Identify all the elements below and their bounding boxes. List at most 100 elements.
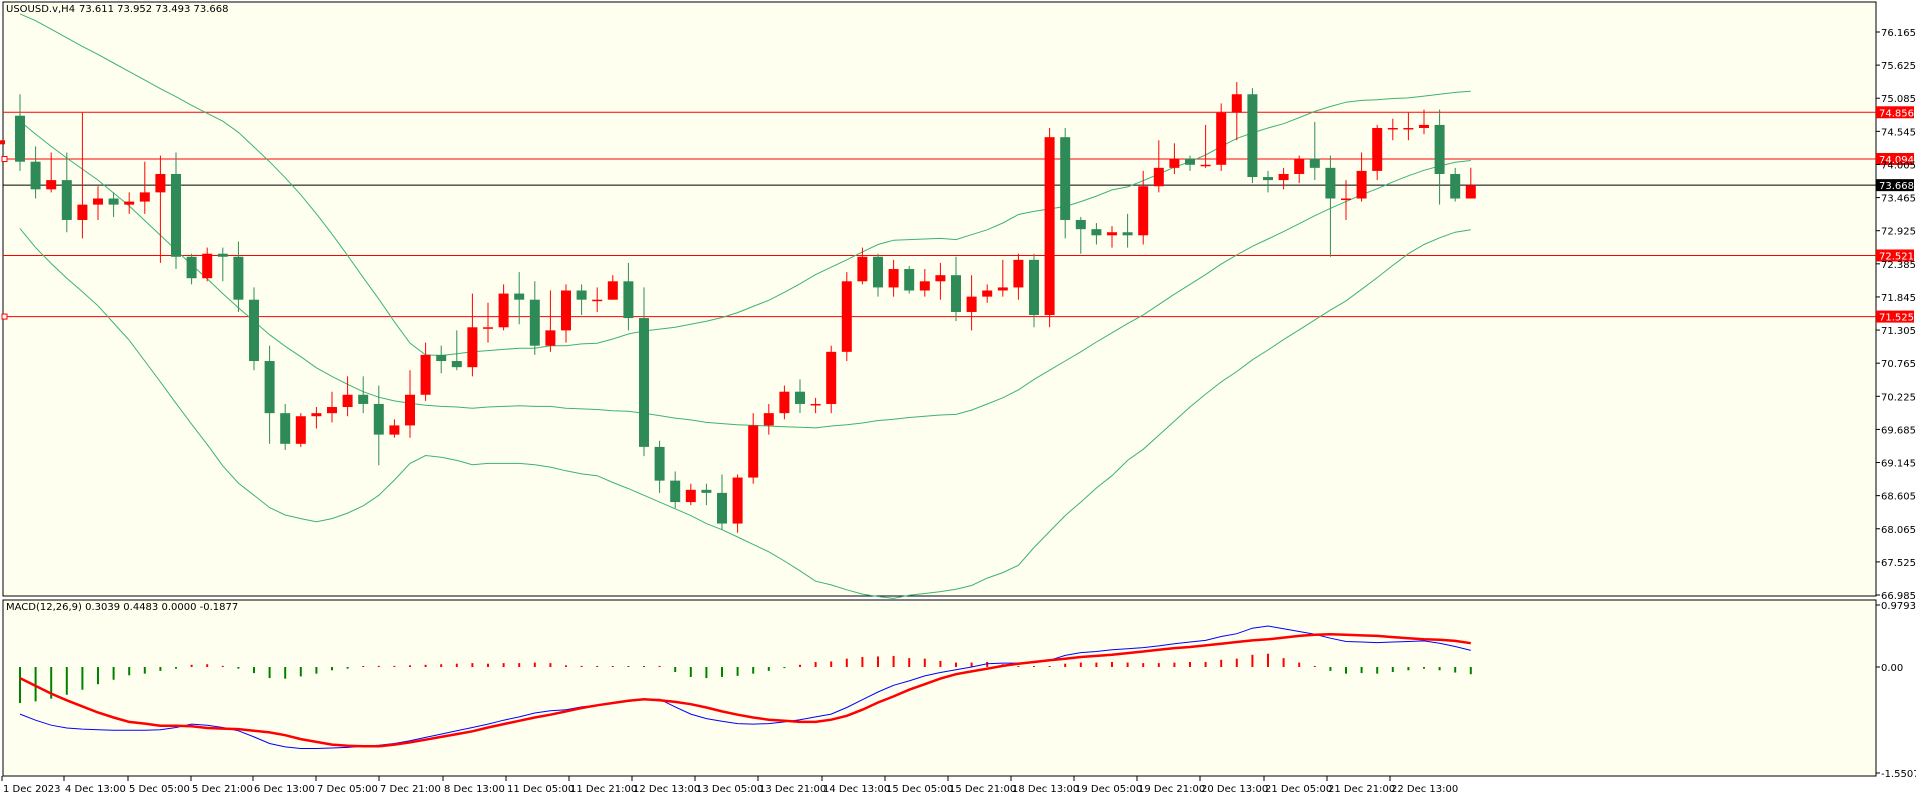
bear-candle bbox=[1169, 158, 1180, 168]
bear-candle bbox=[202, 253, 213, 279]
bear-candle bbox=[389, 425, 400, 435]
bull-candle bbox=[529, 299, 540, 346]
bull-candle bbox=[514, 293, 525, 300]
bull-candle bbox=[15, 115, 25, 162]
macd-tick-label: -1.5507 bbox=[1881, 769, 1916, 780]
bull-candle bbox=[795, 391, 805, 404]
time-tick-label: 15 Dec 21:00 bbox=[949, 784, 1016, 795]
price-tick-label: 66.985 bbox=[1881, 591, 1916, 602]
bollinger-lower bbox=[19, 228, 1471, 599]
hline-price-label: 71.525 bbox=[1879, 313, 1914, 324]
bear-candle bbox=[295, 416, 306, 444]
price-tick-label: 69.145 bbox=[1881, 459, 1916, 470]
time-tick-label: 19 Dec 05:00 bbox=[1075, 784, 1142, 795]
ohlc-label: 73.611 73.952 73.493 73.668 bbox=[79, 4, 229, 15]
bear-candle bbox=[545, 330, 556, 346]
bear-candle bbox=[779, 391, 790, 414]
price-pane[interactable] bbox=[2, 1, 1877, 597]
bull-candle bbox=[1309, 158, 1320, 168]
time-tick-label: 14 Dec 13:00 bbox=[823, 784, 890, 795]
hline-price-label: 74.094 bbox=[1879, 155, 1914, 166]
price-tick-label: 71.305 bbox=[1881, 326, 1916, 337]
macd-pane[interactable] bbox=[2, 599, 1877, 777]
bull-candle bbox=[1434, 124, 1445, 174]
bear-candle bbox=[997, 287, 1008, 291]
bear-candle bbox=[857, 256, 868, 282]
bull-candle bbox=[171, 173, 181, 257]
price-tick-label: 73.465 bbox=[1881, 194, 1916, 205]
bear-candle bbox=[1216, 112, 1227, 165]
bear-candle bbox=[935, 275, 946, 282]
hline-handle bbox=[1, 156, 8, 163]
macd-label: MACD(12,26,9) 0.3039 0.4483 0.0000 -0.18… bbox=[6, 602, 238, 613]
bull-candle bbox=[358, 394, 369, 404]
bear-candle bbox=[139, 192, 150, 202]
bear-candle bbox=[405, 394, 415, 426]
bear-candle bbox=[1356, 170, 1367, 199]
hline-price-tag bbox=[1876, 249, 1914, 262]
price-tick-label: 71.845 bbox=[1881, 293, 1916, 304]
time-axis: 1 Dec 2023 4 Dec 13:00 5 Dec 05:00 5 Dec 21… bbox=[1, 776, 1458, 795]
bear-candle bbox=[1044, 137, 1055, 316]
price-tick-label: 70.225 bbox=[1881, 392, 1916, 403]
candles bbox=[15, 81, 1476, 533]
hline-price-tag bbox=[1876, 310, 1914, 323]
time-tick-label: 6 Dec 13:00 bbox=[254, 784, 315, 795]
current-price-tag bbox=[1876, 179, 1914, 192]
bear-candle bbox=[1294, 158, 1305, 174]
time-tick-label: 11 Dec 05:00 bbox=[507, 784, 574, 795]
time-tick-label: 11 Dec 21:00 bbox=[570, 784, 637, 795]
macd-indicator bbox=[19, 625, 1472, 749]
bull-candle bbox=[373, 403, 384, 435]
bear-candle bbox=[826, 351, 837, 404]
bear-candle bbox=[1138, 186, 1149, 236]
bull-candle bbox=[639, 318, 649, 447]
macd-line bbox=[19, 625, 1471, 749]
bear-candle bbox=[841, 281, 852, 352]
hline-price-label: 74.856 bbox=[1879, 108, 1914, 119]
bull-candle bbox=[186, 256, 197, 279]
price-tick-label: 67.525 bbox=[1881, 558, 1916, 569]
time-tick-label: 13 Dec 21:00 bbox=[759, 784, 826, 795]
horizontal-lines[interactable]: 74.856 74.094 72.521 71.525 73.668 bbox=[0, 106, 1914, 324]
time-tick-label: 5 Dec 21:00 bbox=[192, 784, 253, 795]
symbol-label: USOUSD.v,H4 bbox=[6, 4, 75, 15]
time-tick-label: 15 Dec 05:00 bbox=[886, 784, 953, 795]
hline-handle bbox=[1, 313, 8, 320]
bull-candle bbox=[1122, 232, 1133, 236]
bull-candle bbox=[1091, 229, 1102, 236]
time-tick-label: 5 Dec 05:00 bbox=[129, 784, 190, 795]
bear-candle bbox=[420, 354, 431, 395]
bollinger-upper bbox=[19, 13, 1471, 357]
bull-candle bbox=[1325, 167, 1336, 199]
bear-candle bbox=[1231, 94, 1242, 113]
time-tick-label: 22 Dec 13:00 bbox=[1391, 784, 1458, 795]
bull-candle bbox=[1450, 173, 1461, 199]
price-tick-label: 75.625 bbox=[1881, 61, 1916, 72]
price-tick-label: 74.545 bbox=[1881, 127, 1916, 138]
bear-candle bbox=[982, 290, 993, 297]
price-axis: 76.165 75.625 75.085 74.545 74.005 73.465 72.9… bbox=[1876, 28, 1916, 780]
bear-candle bbox=[561, 290, 571, 331]
bear-candle bbox=[888, 269, 899, 288]
time-tick-label: 19 Dec 21:00 bbox=[1138, 784, 1205, 795]
time-tick-label: 20 Dec 13:00 bbox=[1201, 784, 1268, 795]
price-tick-label: 72.925 bbox=[1881, 227, 1916, 238]
bull-candle bbox=[264, 361, 275, 414]
bull-candle bbox=[61, 180, 72, 220]
bollinger-middle bbox=[19, 120, 1471, 429]
hline-price-label: 72.521 bbox=[1879, 251, 1914, 262]
bull-candle bbox=[217, 253, 228, 257]
bear-candle bbox=[966, 296, 977, 312]
bull-candle bbox=[436, 354, 447, 362]
time-tick-label: 7 Dec 05:00 bbox=[317, 784, 378, 795]
bull-candle bbox=[249, 299, 259, 362]
time-tick-label: 12 Dec 13:00 bbox=[633, 784, 700, 795]
bull-candle bbox=[670, 480, 681, 503]
bear-candle bbox=[93, 198, 103, 205]
price-tick-label: 76.165 bbox=[1881, 28, 1916, 39]
bull-candle bbox=[576, 290, 587, 300]
current-price-label: 73.668 bbox=[1879, 181, 1914, 192]
